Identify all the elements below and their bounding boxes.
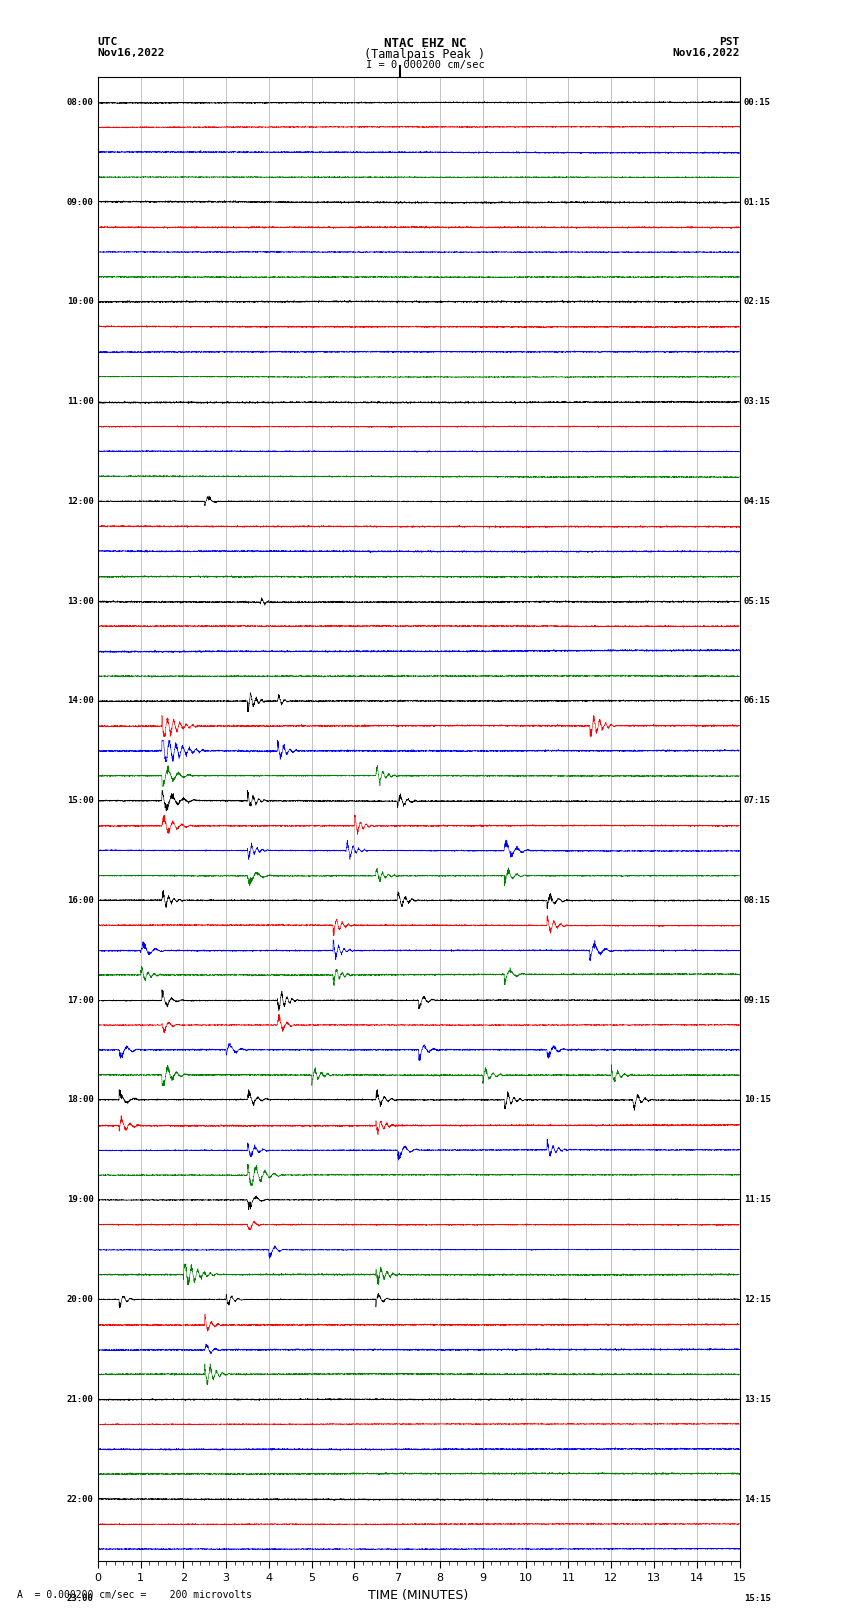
Text: NTAC EHZ NC: NTAC EHZ NC (383, 37, 467, 50)
Text: 04:15: 04:15 (744, 497, 771, 506)
Text: PST: PST (719, 37, 740, 47)
Text: 14:15: 14:15 (744, 1495, 771, 1503)
Text: 11:15: 11:15 (744, 1195, 771, 1205)
Text: (Tamalpais Peak ): (Tamalpais Peak ) (365, 48, 485, 61)
Text: 11:00: 11:00 (66, 397, 94, 406)
Text: 19:00: 19:00 (66, 1195, 94, 1205)
Text: 20:00: 20:00 (66, 1295, 94, 1303)
Text: 17:00: 17:00 (66, 995, 94, 1005)
Text: 06:15: 06:15 (744, 697, 771, 705)
Text: 07:15: 07:15 (744, 797, 771, 805)
Text: 16:00: 16:00 (66, 895, 94, 905)
Text: 23:00: 23:00 (66, 1594, 94, 1603)
Text: 05:15: 05:15 (744, 597, 771, 605)
Text: 09:15: 09:15 (744, 995, 771, 1005)
Text: 15:15: 15:15 (744, 1594, 771, 1603)
Text: 10:00: 10:00 (66, 297, 94, 306)
Text: 10:15: 10:15 (744, 1095, 771, 1105)
Text: 13:00: 13:00 (66, 597, 94, 605)
Text: Nov16,2022: Nov16,2022 (672, 48, 740, 58)
Text: 01:15: 01:15 (744, 198, 771, 206)
Text: 22:00: 22:00 (66, 1495, 94, 1503)
Text: 18:00: 18:00 (66, 1095, 94, 1105)
Text: 03:15: 03:15 (744, 397, 771, 406)
Text: 14:00: 14:00 (66, 697, 94, 705)
Text: 12:15: 12:15 (744, 1295, 771, 1303)
Text: I = 0.000200 cm/sec: I = 0.000200 cm/sec (366, 60, 484, 69)
Text: 02:15: 02:15 (744, 297, 771, 306)
Text: 09:00: 09:00 (66, 198, 94, 206)
Text: UTC: UTC (98, 37, 118, 47)
Text: 13:15: 13:15 (744, 1395, 771, 1403)
Text: 08:00: 08:00 (66, 98, 94, 106)
Text: 08:15: 08:15 (744, 895, 771, 905)
Text: 21:00: 21:00 (66, 1395, 94, 1403)
Text: 12:00: 12:00 (66, 497, 94, 506)
Text: A  = 0.000200 cm/sec =    200 microvolts: A = 0.000200 cm/sec = 200 microvolts (17, 1590, 252, 1600)
Text: 00:15: 00:15 (744, 98, 771, 106)
Text: 15:00: 15:00 (66, 797, 94, 805)
X-axis label: TIME (MINUTES): TIME (MINUTES) (369, 1589, 468, 1602)
Text: Nov16,2022: Nov16,2022 (98, 48, 165, 58)
